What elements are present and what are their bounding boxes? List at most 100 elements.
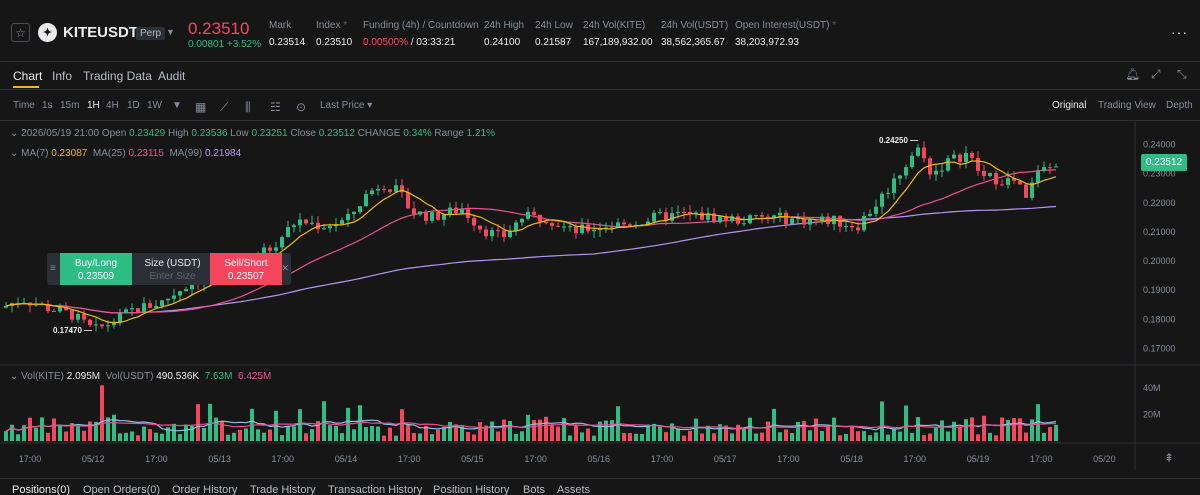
size-input[interactable]: Size (USDT) Enter Size: [144, 258, 201, 282]
drag-handle-icon[interactable]: ≡: [50, 263, 56, 274]
volume-bar: [664, 432, 668, 441]
candle-body: [958, 154, 962, 163]
volume-bar: [712, 433, 716, 441]
ma7-line: [5, 160, 1057, 324]
time-axis: 17:00 05/12 17:00 05/13 17:00 05/14 17:00 05/15…: [19, 454, 1116, 464]
symbol-name[interactable]: KITEUSDT: [63, 24, 138, 41]
interval-1s[interactable]: 1s: [42, 100, 53, 111]
volume-bar: [688, 430, 692, 441]
candle-body: [760, 215, 764, 217]
more-menu-icon[interactable]: ···: [1171, 24, 1188, 40]
volume-bar: [136, 435, 140, 441]
volume-bar: [202, 427, 206, 441]
tab-info[interactable]: Info: [52, 69, 73, 83]
calendar-icon[interactable]: ▦: [195, 100, 207, 114]
interval-1h[interactable]: 1H: [87, 100, 100, 111]
volume-bar: [676, 428, 680, 441]
candle-body: [394, 185, 398, 192]
view-original[interactable]: Original: [1052, 100, 1087, 111]
tab-position-history[interactable]: Position History: [433, 484, 510, 495]
volume-bar: [796, 422, 800, 441]
candle-body: [790, 218, 794, 225]
candle-body: [616, 222, 620, 228]
candle-body: [646, 221, 650, 225]
candle-body: [268, 247, 272, 251]
candle-body: [574, 226, 578, 234]
candle-body: [352, 211, 356, 215]
bell-icon[interactable]: 🔔︎: [1125, 67, 1141, 81]
candle-type-icon[interactable]: ⫼: [245, 100, 251, 114]
volume-bar: [562, 418, 566, 441]
tab-trading-data[interactable]: Trading Data: [83, 69, 152, 83]
time-axis-label: 17:00: [1030, 454, 1053, 464]
volume-bar: [838, 435, 842, 441]
volume-bar: [82, 430, 86, 441]
volume-bar: [1024, 432, 1028, 441]
collapse-icon[interactable]: ⌄: [10, 128, 19, 139]
chevron-down-icon[interactable]: ▼: [166, 27, 175, 37]
candle-body: [718, 216, 722, 223]
volume-bar: [322, 401, 326, 441]
indicator-icon[interactable]: ⟋: [220, 100, 229, 114]
candle-body: [1012, 178, 1016, 181]
view-trading-view[interactable]: Trading View: [1098, 100, 1156, 111]
volume-bars: [4, 385, 1058, 441]
interval-4h[interactable]: 4H: [106, 100, 119, 111]
expand-icon[interactable]: ⤢: [1151, 67, 1161, 81]
volume-bar: [190, 425, 194, 441]
candle-body: [442, 214, 446, 220]
candle-body: [964, 152, 968, 163]
fullscreen-icon[interactable]: ⤡: [1177, 67, 1187, 81]
favorite-star-icon[interactable]: ☆: [11, 23, 30, 42]
candle-body: [436, 212, 440, 220]
candle-body: [1054, 166, 1058, 168]
volume-bar: [700, 433, 704, 441]
tab-order-history[interactable]: Order History: [172, 484, 238, 495]
candle-body: [112, 322, 116, 326]
tab-bots[interactable]: Bots: [523, 484, 546, 495]
buy-long-button[interactable]: Buy/Long 0.23509: [60, 253, 132, 285]
target-icon[interactable]: ⊙: [296, 100, 307, 114]
sell-short-button[interactable]: Sell/Short 0.23507: [210, 253, 282, 285]
interval-time[interactable]: Time: [13, 100, 35, 111]
volume-bar: [436, 429, 440, 441]
axis-scale-icon[interactable]: ⇞: [1164, 451, 1175, 465]
tab-trade-history[interactable]: Trade History: [250, 484, 316, 495]
tab-chart[interactable]: Chart: [13, 69, 43, 83]
tab-audit[interactable]: Audit: [158, 69, 186, 83]
volume-bar: [244, 428, 248, 441]
interval-dropdown-icon[interactable]: ▼: [172, 100, 182, 111]
price-mode-select[interactable]: Last Price ▾: [320, 100, 373, 111]
stat-mark: Mark 0.23514: [269, 20, 306, 48]
candlestick-chart[interactable]: 0.24000 0.23000 0.22000 0.21000 0.20000 0.190…: [0, 121, 1200, 495]
volume-bar: [868, 435, 872, 441]
tab-positions[interactable]: Positions(0): [12, 484, 71, 495]
candle-body: [298, 219, 302, 226]
candle-body: [130, 308, 134, 310]
candle-body: [124, 309, 128, 314]
volume-bar: [724, 425, 728, 441]
close-icon[interactable]: ✕: [281, 263, 289, 273]
candle-body: [982, 170, 986, 177]
candle-body: [976, 158, 980, 171]
candle-body: [178, 291, 182, 296]
time-axis-label: 05/19: [967, 454, 990, 464]
tab-assets[interactable]: Assets: [557, 484, 591, 495]
price-axis-label: 0.18000: [1143, 314, 1176, 324]
tab-open-orders[interactable]: Open Orders(0): [83, 484, 161, 495]
candle-body: [412, 208, 416, 215]
interval-15m[interactable]: 15m: [60, 100, 80, 111]
interval-1d[interactable]: 1D: [127, 100, 140, 111]
tab-transaction-history[interactable]: Transaction History: [328, 484, 423, 495]
interval-1w[interactable]: 1W: [147, 100, 162, 111]
candle-body: [94, 324, 98, 326]
view-depth[interactable]: Depth: [1166, 100, 1193, 111]
settings-list-icon[interactable]: ☷: [270, 100, 281, 114]
collapse-icon[interactable]: ⌄: [10, 371, 19, 382]
price-axis-label: 0.22000: [1143, 198, 1176, 208]
candle-body: [358, 206, 362, 212]
collapse-icon[interactable]: ⌄: [10, 148, 19, 159]
volume-bar: [574, 424, 578, 441]
candle-body: [4, 305, 8, 308]
candle-body: [622, 222, 626, 225]
